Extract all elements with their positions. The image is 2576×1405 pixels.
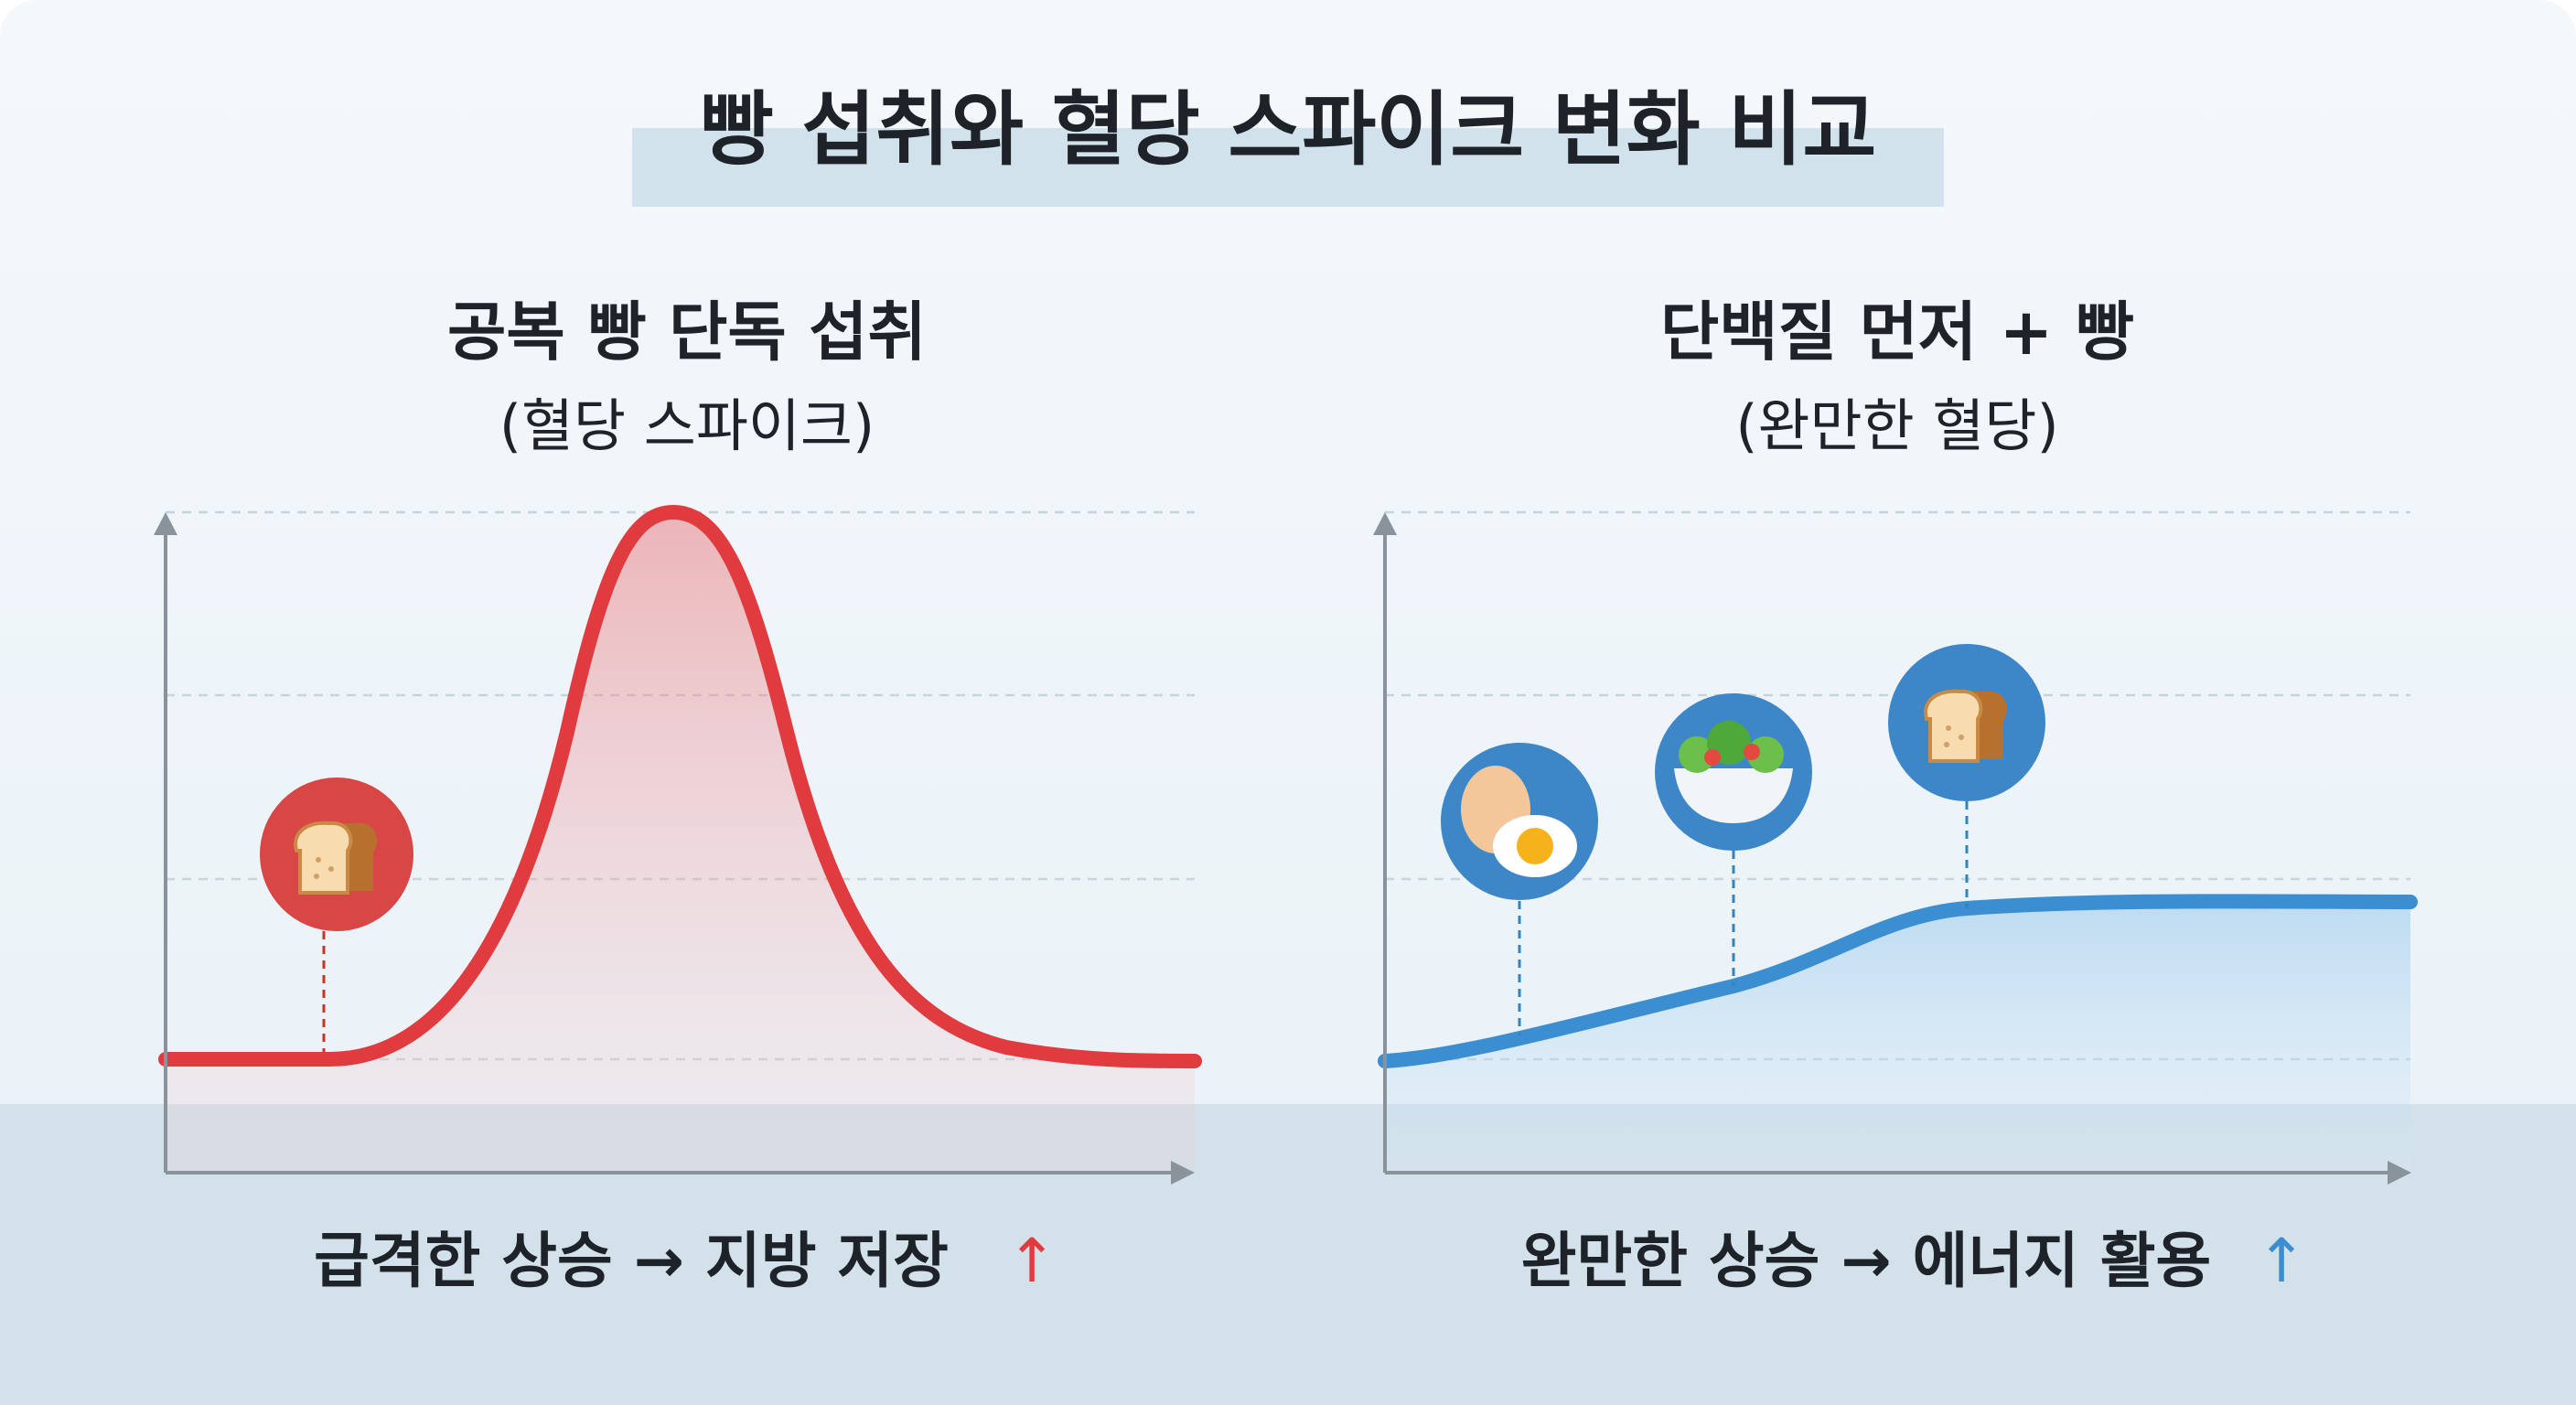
axis-arrow	[2388, 1161, 2411, 1185]
left-chart	[154, 504, 1202, 1185]
salad-icon	[1655, 693, 1812, 851]
caption: 급격한 상승 → 지방 저장	[314, 1226, 949, 1296]
right-chart	[1373, 510, 2418, 1185]
left-caption: 급격한 상승 → 지방 저장 ↑	[314, 1226, 1057, 1296]
panel-subtitle: (완만한 혈당)	[1735, 392, 2058, 459]
bread-icon	[294, 820, 379, 895]
title: 빵 섭취와 혈당 스파이크 변화 비교	[700, 82, 1877, 177]
glucose-curve	[1378, 894, 2418, 1068]
panel-title: 단백질 먼저 + 빵	[1660, 295, 2134, 370]
axis-arrow	[1171, 1161, 1195, 1185]
up-arrow: ↑	[1006, 1226, 1057, 1296]
panel-subtitle: (혈당 스파이크)	[499, 392, 875, 459]
axis-arrow	[1373, 512, 1397, 535]
title-band	[632, 128, 1944, 207]
curve-fill	[166, 512, 1195, 1173]
egg-icon	[1441, 743, 1598, 900]
glucose-curve	[158, 504, 1202, 1068]
axis-arrow	[154, 512, 177, 535]
panel-title: 공복 빵 단독 섭취	[447, 295, 927, 370]
up-arrow: ↑	[2256, 1226, 2306, 1296]
bread-icon	[1888, 644, 2045, 801]
right-caption: 완만한 상승 → 에너지 활용 ↑	[1521, 1226, 2307, 1296]
curve-fill	[1385, 901, 2410, 1173]
caption: 완만한 상승 → 에너지 활용	[1521, 1226, 2211, 1296]
